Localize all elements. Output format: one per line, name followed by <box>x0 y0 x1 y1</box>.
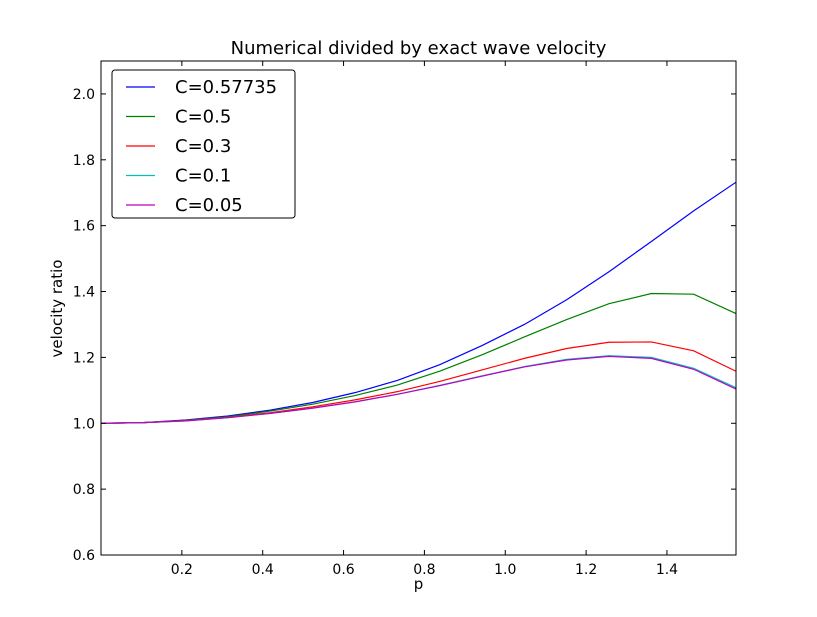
y-tick-label: 1.8 <box>73 153 95 169</box>
y-tick-label: 2.0 <box>73 87 95 103</box>
x-tick-label: 1.4 <box>656 562 678 578</box>
chart-title: Numerical divided by exact wave velocity <box>231 38 607 59</box>
x-tick-label: 0.8 <box>413 562 435 578</box>
x-tick-label: 1.0 <box>494 562 516 578</box>
y-tick-label: 0.6 <box>73 548 95 564</box>
x-tick-label: 1.2 <box>575 562 597 578</box>
x-axis-label: p <box>414 575 424 593</box>
y-tick-label: 1.4 <box>73 285 95 301</box>
series-layer <box>100 181 737 424</box>
y-tick-label: 1.0 <box>73 416 95 432</box>
y-axis-label: velocity ratio <box>48 260 66 358</box>
y-tick-label: 0.8 <box>73 482 95 498</box>
legend-label: C=0.3 <box>175 136 231 157</box>
x-tick-label: 0.4 <box>252 562 274 578</box>
legend-label: C=0.57735 <box>175 77 277 98</box>
legend-label: C=0.05 <box>175 195 243 216</box>
plot-frame <box>100 60 737 556</box>
y-tick-label: 1.6 <box>73 219 95 235</box>
series-line-2 <box>100 341 737 424</box>
y-tick-label: 1.2 <box>73 350 95 366</box>
tick-layer: 0.2 0.4 0.6 0.8 1.0 1.2 1.4 0.6 0.8 1.0 1.2 1.4 1.6 1… <box>73 61 736 578</box>
legend-label: C=0.1 <box>175 166 231 187</box>
legend-label: C=0.5 <box>175 107 231 128</box>
x-tick-label: 0.6 <box>332 562 354 578</box>
legend: C=0.57735 C=0.5 C=0.3 C=0.1 C=0.05 <box>111 69 296 219</box>
legend-box <box>111 69 296 219</box>
series-line-4 <box>100 355 737 424</box>
x-tick-label: 0.2 <box>171 562 193 578</box>
